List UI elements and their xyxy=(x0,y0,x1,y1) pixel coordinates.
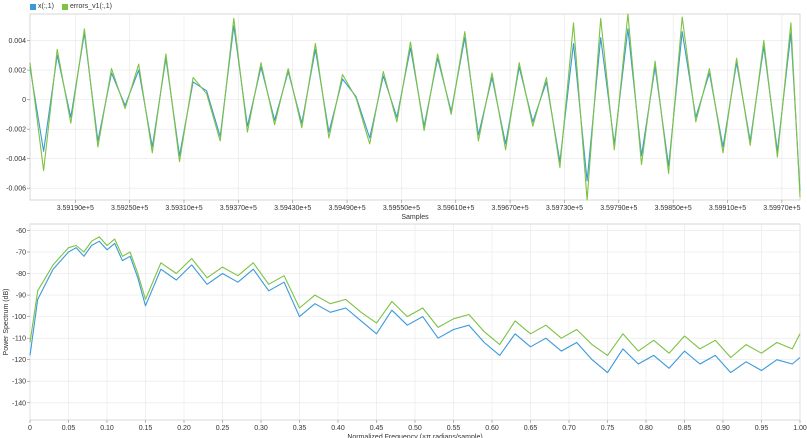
x-tick-label: 0 xyxy=(28,425,32,432)
x-tick-label: 3.59190e+5 xyxy=(57,205,94,212)
legend-label-x: x(:,1) xyxy=(38,3,54,10)
x-tick-label: 1.00 xyxy=(793,425,807,432)
x-tick-label: 3.59670e+5 xyxy=(492,205,529,212)
y-tick-label: -130 xyxy=(12,379,26,386)
time-domain-plot: 3.59190e+5 3.59250e+5 3.59310e+5 3.59370e+5… xyxy=(6,13,801,221)
series-line-x xyxy=(29,240,801,374)
x-tick-label: 3.59850e+5 xyxy=(655,205,692,212)
x-axis-label: Samples xyxy=(401,214,429,221)
x-tick-label: 3.59250e+5 xyxy=(111,205,148,212)
y-tick-label: -0.006 xyxy=(6,186,26,193)
x-tick-label: 0.75 xyxy=(601,425,615,432)
x-tick-label: 0.80 xyxy=(639,425,653,432)
x-tick-label: 0.30 xyxy=(254,425,268,432)
x-tick-label: 3.59490e+5 xyxy=(328,205,365,212)
x-tick-label: 3.59730e+5 xyxy=(546,205,583,212)
x-tick-label: 0.20 xyxy=(177,425,191,432)
x-tick-label: 3.59910e+5 xyxy=(709,205,746,212)
x-tick-label: 3.59790e+5 xyxy=(600,205,637,212)
x-tick-label: 0.40 xyxy=(331,425,345,432)
y-axis-label: Power Spectrum (dB) xyxy=(3,289,10,356)
x-tick-label: 0.35 xyxy=(293,425,307,432)
x-tick-label: 0.10 xyxy=(100,425,114,432)
x-tick-label: 0.45 xyxy=(370,425,384,432)
x-tick-label: 0.90 xyxy=(716,425,730,432)
x-tick-label: 3.59430e+5 xyxy=(274,205,311,212)
x-tick-label: 0.70 xyxy=(562,425,576,432)
y-tick-label: -70 xyxy=(16,250,26,257)
y-tick-label: -140 xyxy=(12,400,26,407)
y-tick-label: 0.004 xyxy=(8,38,26,45)
y-tick-label: -80 xyxy=(16,271,26,278)
legend-swatch-x xyxy=(30,3,36,10)
legend-entry-x[interactable]: x(:,1) xyxy=(30,3,54,10)
series-line-errors xyxy=(29,236,801,359)
y-tick-label: -60 xyxy=(16,228,26,235)
x-axis-label: Normalized Frequency (×π radians/sample) xyxy=(347,434,482,438)
x-tick-label: 3.59970e+5 xyxy=(763,205,800,212)
legend-entry-errors[interactable]: errors_v1(:,1) xyxy=(61,3,112,10)
x-tick-label: 0.25 xyxy=(216,425,230,432)
y-tick-label: -120 xyxy=(12,357,26,364)
series-line-errors xyxy=(29,13,801,201)
legend-swatch-errors xyxy=(61,3,68,10)
y-tick-label: 0 xyxy=(22,97,26,104)
x-tick-label: 0.55 xyxy=(447,425,461,432)
y-tick-label: 0.002 xyxy=(8,68,26,75)
x-tick-label: 3.59310e+5 xyxy=(165,205,202,212)
x-tick-label: 0.95 xyxy=(755,425,769,432)
x-tick-label: 0.50 xyxy=(408,425,422,432)
y-tick-label: -0.004 xyxy=(6,156,26,163)
x-tick-label: 3.59370e+5 xyxy=(220,205,257,212)
x-tick-label: 0.85 xyxy=(678,425,692,432)
chart-legend: x(:,1) errors_v1(:,1) xyxy=(30,3,112,10)
legend-label-errors: errors_v1(:,1) xyxy=(69,3,112,10)
x-tick-label: 3.59550e+5 xyxy=(383,205,420,212)
y-tick-label: -90 xyxy=(16,293,26,300)
x-tick-label: 3.59610e+5 xyxy=(437,205,474,212)
y-tick-label: -110 xyxy=(13,336,27,343)
y-tick-label: -100 xyxy=(12,314,26,321)
x-tick-label: 0.05 xyxy=(62,425,76,432)
x-tick-label: 0.60 xyxy=(485,425,499,432)
x-tick-label: 0.15 xyxy=(139,425,153,432)
power-spectrum-plot: 0 0.05 0.10 0.15 0.20 0.25 0.30 0.35 0.40 0.45 0.5… xyxy=(3,223,807,438)
y-tick-label: -0.002 xyxy=(6,127,26,134)
x-tick-label: 0.65 xyxy=(524,425,538,432)
